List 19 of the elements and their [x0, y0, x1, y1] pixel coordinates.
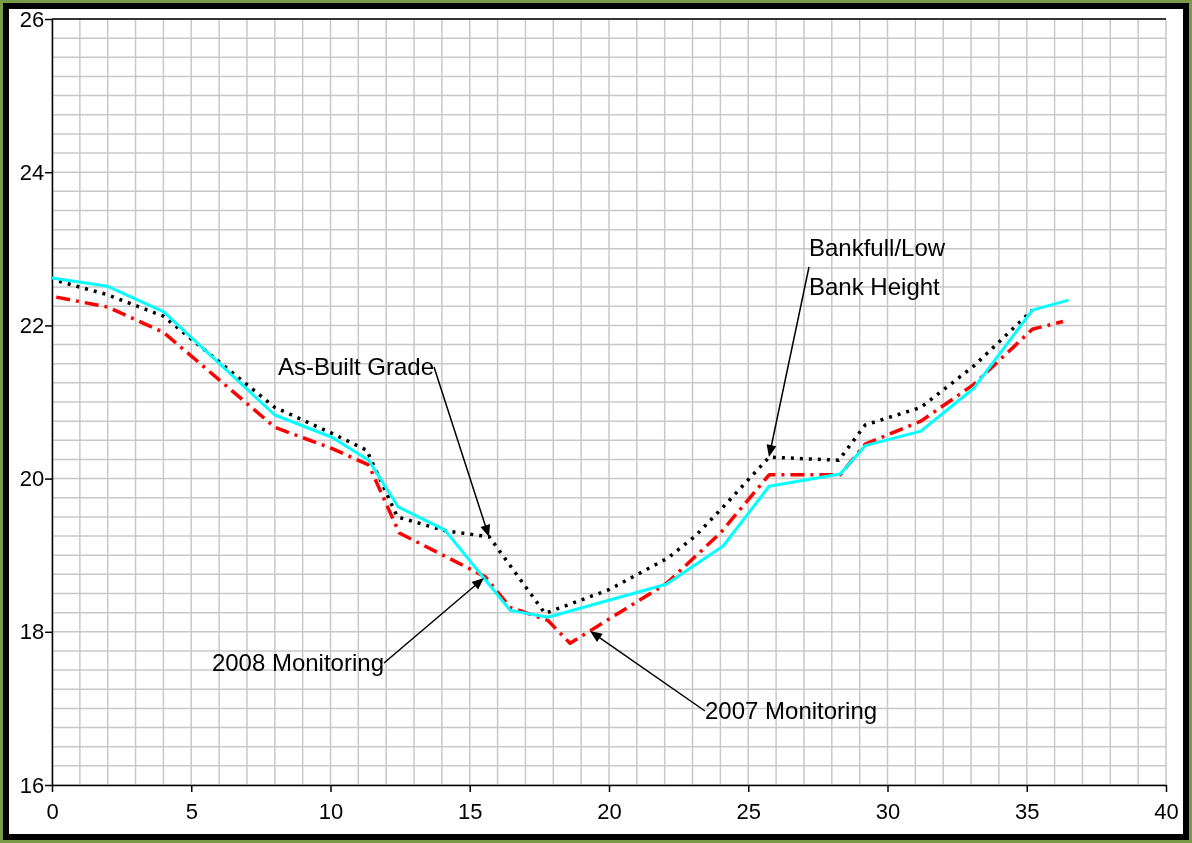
y-tick-label: 22 [19, 312, 45, 338]
y-tick-label: 20 [19, 466, 45, 492]
x-tick-label: 20 [597, 799, 622, 825]
annotation: 2008 Monitoring [211, 649, 384, 676]
x-tick-label: 30 [875, 799, 901, 825]
annotation: 2007 Monitoring [705, 697, 878, 724]
x-tick-label: 0 [46, 799, 59, 825]
y-tick-label: 26 [19, 6, 45, 32]
x-tick-label: 5 [185, 799, 198, 825]
x-tick-label: 10 [318, 799, 344, 825]
x-tick-label: 40 [1154, 799, 1179, 825]
y-tick-label: 24 [19, 159, 45, 185]
x-tick-label: 35 [1015, 799, 1040, 825]
x-tick-label: 15 [458, 799, 483, 825]
annotation: Bankfull/Low Bank Height [809, 233, 946, 300]
y-tick-label: 16 [19, 772, 45, 798]
x-tick-label: 25 [736, 799, 761, 825]
y-tick-label: 18 [19, 619, 45, 645]
annotation: As-Built Grade [277, 353, 434, 380]
